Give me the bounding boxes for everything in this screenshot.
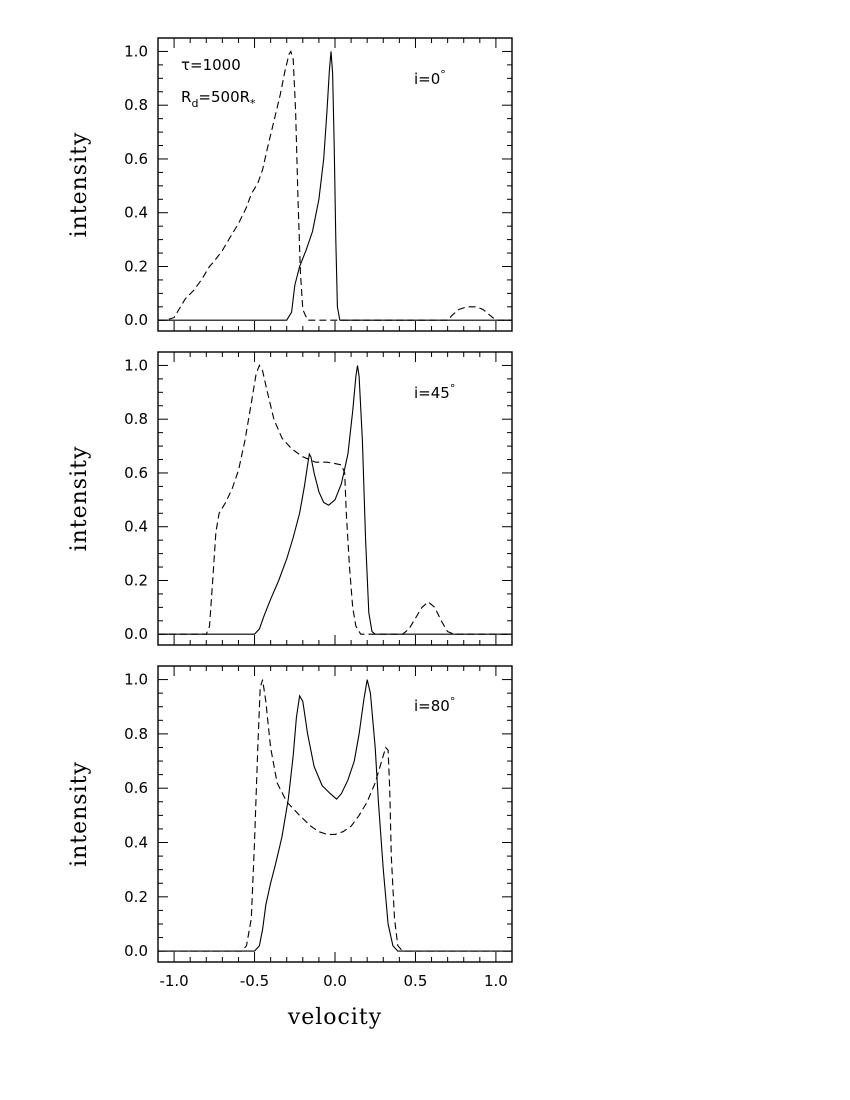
inclination-label: i=80° (414, 695, 455, 715)
inclination-label-main: i=45 (414, 384, 450, 402)
x-tick-label: 1.0 (484, 972, 508, 990)
y-tick-label: 0.4 (124, 518, 148, 536)
dashed-line-series (158, 679, 512, 952)
y-axis-title: intensity (67, 446, 92, 552)
y-tick-label: 0.8 (124, 725, 148, 743)
inclination-label-degree: ° (440, 68, 446, 81)
inclination-label-degree: ° (450, 695, 456, 708)
radius-annotation-base: R (181, 88, 191, 106)
y-tick-label: 1.0 (124, 42, 148, 60)
y-tick-label: 0.0 (124, 311, 148, 329)
y-axis-title: intensity (67, 761, 92, 867)
y-tick-label: 0.8 (124, 410, 148, 428)
inclination-label-main: i=0 (414, 70, 440, 88)
inclination-label: i=0° (414, 68, 446, 88)
y-tick-label: 0.4 (124, 204, 148, 222)
y-tick-label: 0.2 (124, 571, 148, 589)
dashed-line-series (158, 364, 512, 635)
radius-annotation-rest: =500R (198, 88, 250, 106)
radius-annotation-sub2: * (250, 97, 256, 110)
y-tick-label: 0.2 (124, 257, 148, 275)
inclination-label: i=45° (414, 382, 455, 402)
y-tick-label: 1.0 (124, 671, 148, 689)
plot-frame (157, 665, 513, 963)
y-tick-label: 0.6 (124, 779, 148, 797)
y-tick-label: 1.0 (124, 356, 148, 374)
tau-annotation: τ=1000 (181, 56, 241, 74)
inclination-label-main: i=80 (414, 697, 450, 715)
x-tick-label: 0.0 (323, 972, 347, 990)
dashed-line-series (158, 50, 512, 321)
panel-middle: i=45° 0.0 0.2 0.4 0.6 0.8 1.0 intensity (67, 351, 513, 646)
y-tick-label: 0.0 (124, 625, 148, 643)
y-tick-label: 0.6 (124, 464, 148, 482)
radius-annotation: Rd=500R* (181, 88, 256, 110)
x-tick-label: 0.5 (404, 972, 428, 990)
panel-top: τ=1000 Rd=500R* i=0° 0.0 0.2 0.4 0.6 0.8 1.0 i… (67, 37, 513, 332)
y-tick-label: 0.2 (124, 888, 148, 906)
x-tick-label: -0.5 (240, 972, 269, 990)
panel-bottom: i=80° 0.0 0.2 0.4 0.6 0.8 1.0 intensity -1.0 -0.… (67, 665, 513, 990)
x-axis-title: velocity (287, 1005, 382, 1030)
y-tick-label: 0.8 (124, 96, 148, 114)
y-tick-label: 0.0 (124, 942, 148, 960)
radius-annotation-sub: d (191, 97, 198, 110)
y-axis-title: intensity (67, 132, 92, 238)
x-tick-label: -1.0 (159, 972, 188, 990)
inclination-label-degree: ° (450, 382, 456, 395)
solid-line-series (158, 51, 512, 321)
solid-line-series (158, 679, 512, 952)
y-tick-label: 0.6 (124, 150, 148, 168)
y-tick-label: 0.4 (124, 834, 148, 852)
solid-line-series (158, 365, 512, 635)
